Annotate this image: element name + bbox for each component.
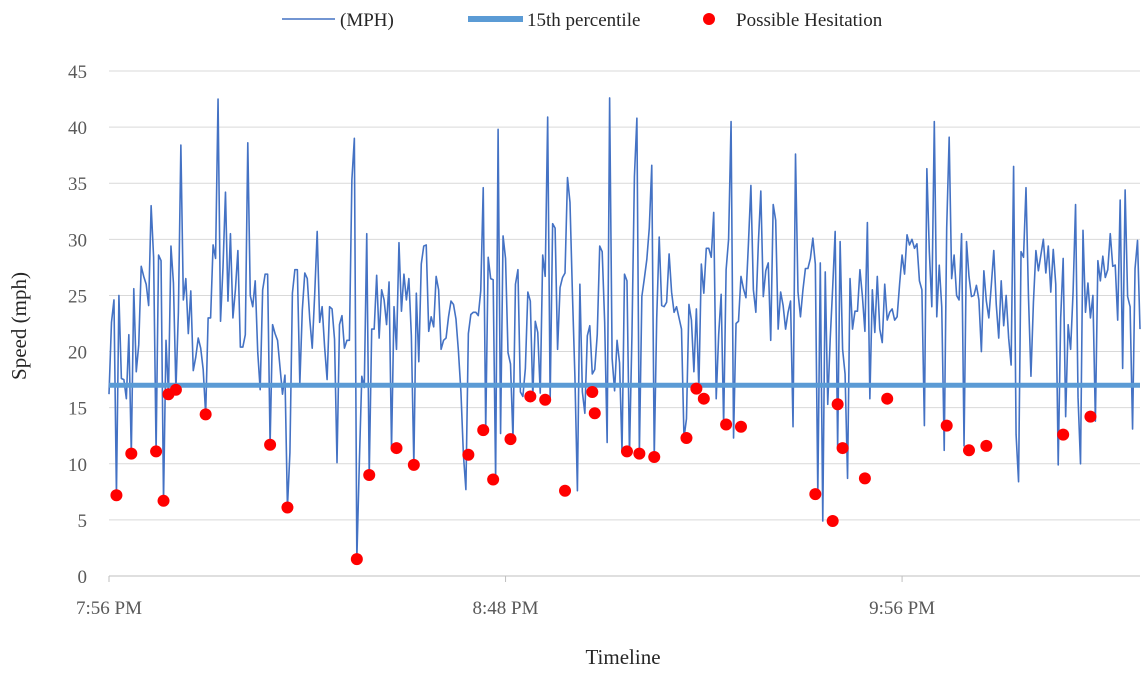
hesitation-point-14 bbox=[477, 424, 490, 437]
hesitation-point-5 bbox=[169, 383, 182, 396]
hesitation-point-17 bbox=[524, 390, 537, 403]
legend-swatch-possible-hesitation bbox=[703, 13, 715, 25]
y-tick-label-35: 35 bbox=[68, 174, 87, 195]
hesitation-point-33 bbox=[836, 442, 849, 455]
hesitation-point-38 bbox=[980, 439, 993, 452]
mph-line bbox=[108, 97, 1141, 560]
hesitation-point-22 bbox=[620, 445, 633, 458]
y-tick-label-40: 40 bbox=[68, 118, 87, 139]
legend-label-15th-percentile: 15th percentile bbox=[527, 10, 640, 31]
hesitation-point-12 bbox=[407, 458, 420, 471]
legend-label-mph: (MPH) bbox=[340, 10, 394, 31]
y-tick-label-0: 0 bbox=[78, 567, 88, 588]
gridlines bbox=[109, 70, 1140, 521]
y-tick-label-15: 15 bbox=[68, 399, 87, 420]
hesitation-point-35 bbox=[881, 392, 894, 405]
legend-label-possible-hesitation: Possible Hesitation bbox=[736, 10, 883, 31]
hesitation-point-11 bbox=[390, 442, 403, 455]
hesitation-point-40 bbox=[1084, 410, 1097, 423]
legend: (MPH) 15th percentile Possible Hesitatio… bbox=[282, 10, 883, 31]
hesitation-point-32 bbox=[831, 398, 844, 411]
series-mph bbox=[108, 97, 1141, 560]
x-axis-ticks: 7:56 PM8:48 PM9:56 PM11:37 PM bbox=[76, 576, 935, 619]
hesitation-point-30 bbox=[809, 488, 822, 501]
hesitation-point-18 bbox=[539, 393, 552, 406]
hesitation-point-28 bbox=[720, 418, 733, 431]
y-tick-label-25: 25 bbox=[68, 286, 87, 307]
hesitation-point-39 bbox=[1057, 428, 1070, 441]
x-axis-title: Timeline bbox=[585, 645, 660, 669]
y-tick-label-45: 45 bbox=[68, 62, 87, 83]
hesitation-point-24 bbox=[648, 451, 661, 464]
hesitation-point-27 bbox=[697, 392, 710, 405]
y-tick-label-5: 5 bbox=[78, 511, 88, 532]
hesitation-point-15 bbox=[487, 473, 500, 486]
hesitation-point-34 bbox=[858, 472, 871, 485]
y-tick-label-20: 20 bbox=[68, 343, 87, 364]
hesitation-point-1 bbox=[125, 447, 138, 460]
hesitation-point-21 bbox=[588, 407, 601, 420]
y-tick-label-10: 10 bbox=[68, 455, 87, 476]
hesitation-point-0 bbox=[110, 489, 123, 502]
hesitation-point-16 bbox=[504, 433, 517, 446]
hesitation-point-23 bbox=[633, 447, 646, 460]
x-tick-label-1: 8:48 PM bbox=[473, 598, 539, 619]
hesitation-point-13 bbox=[462, 448, 475, 461]
hesitation-point-37 bbox=[962, 444, 975, 457]
hesitation-point-7 bbox=[264, 438, 277, 451]
hesitation-point-3 bbox=[157, 494, 170, 507]
hesitation-point-26 bbox=[690, 382, 703, 395]
series-possible-hesitation bbox=[110, 382, 1097, 566]
hesitation-point-10 bbox=[363, 469, 376, 481]
hesitation-point-6 bbox=[199, 408, 212, 421]
y-axis-title: Speed (mph) bbox=[7, 272, 31, 380]
hesitation-point-31 bbox=[826, 515, 839, 528]
hesitation-point-36 bbox=[940, 419, 953, 432]
hesitation-point-2 bbox=[150, 445, 163, 458]
hesitation-point-20 bbox=[586, 385, 599, 398]
hesitation-point-9 bbox=[350, 553, 363, 566]
hesitation-point-8 bbox=[281, 501, 294, 514]
hesitation-point-19 bbox=[559, 484, 572, 497]
hesitation-point-25 bbox=[680, 431, 693, 444]
x-tick-label-2: 9:56 PM bbox=[869, 598, 935, 619]
hesitation-point-29 bbox=[734, 420, 747, 433]
x-tick-label-0: 7:56 PM bbox=[76, 598, 142, 619]
y-axis-ticks: 0 5 10 15 20 25 30 35 40 45 bbox=[68, 62, 87, 588]
y-tick-label-30: 30 bbox=[68, 230, 87, 251]
